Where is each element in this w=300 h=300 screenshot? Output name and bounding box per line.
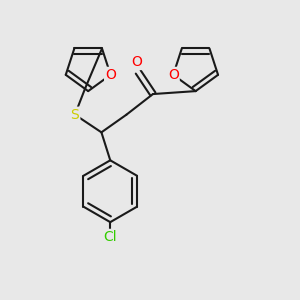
Text: S: S <box>70 108 79 122</box>
Text: Cl: Cl <box>103 230 117 244</box>
Text: O: O <box>105 68 116 82</box>
Text: O: O <box>168 68 179 82</box>
Text: O: O <box>131 55 142 69</box>
